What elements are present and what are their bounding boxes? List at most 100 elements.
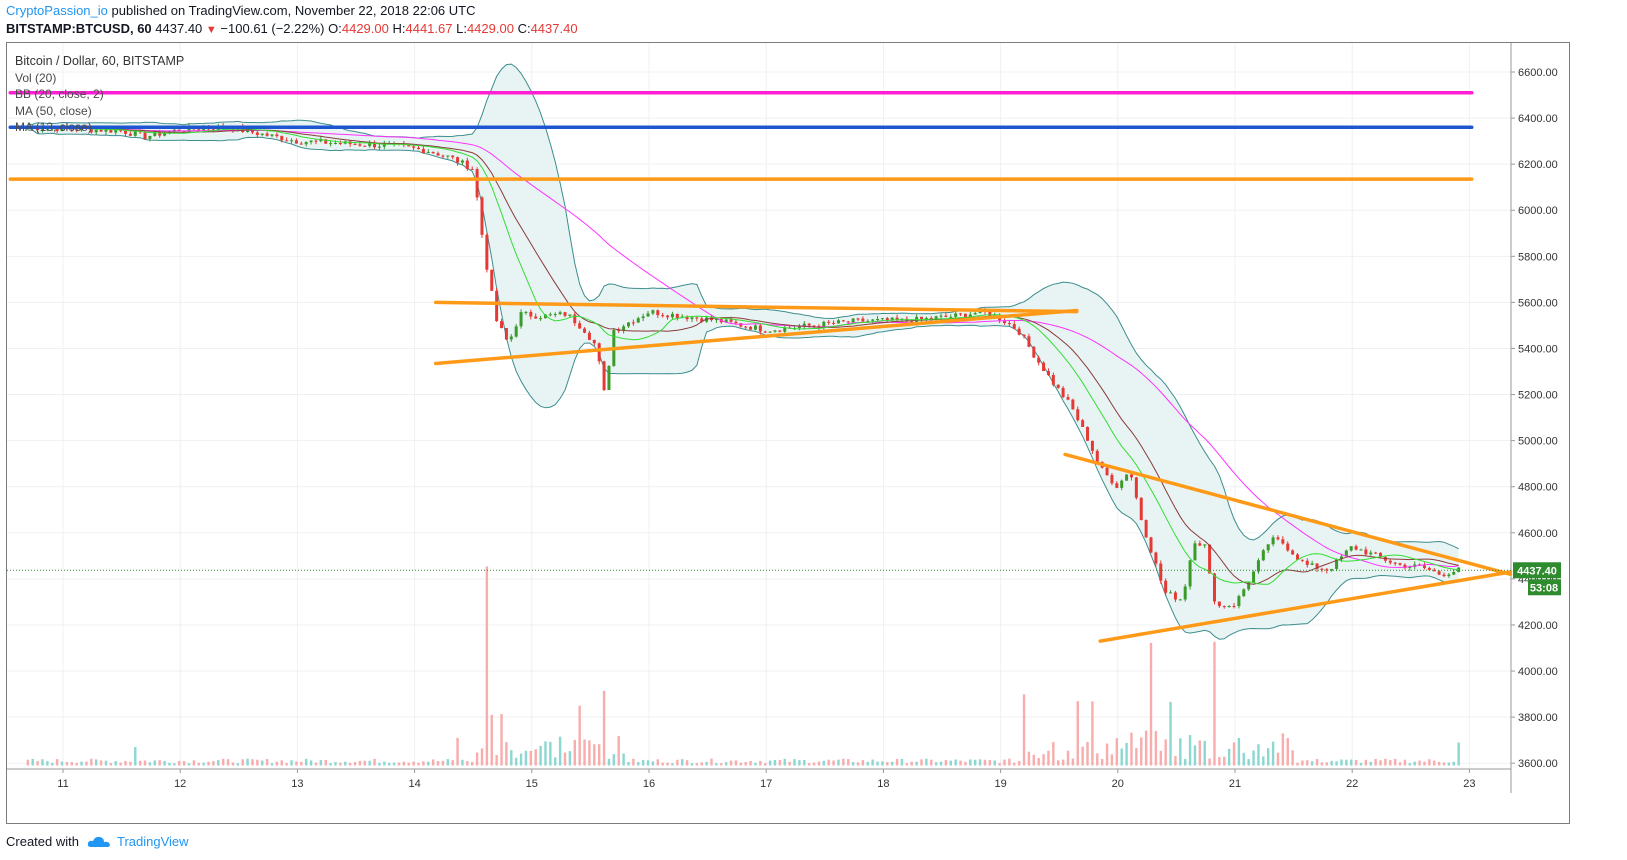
volume-bar — [847, 759, 850, 766]
volume-bar — [402, 761, 406, 766]
volume-bar — [1188, 735, 1192, 766]
candle-body — [1237, 596, 1241, 607]
volume-bar — [55, 759, 59, 766]
candle-body — [1129, 474, 1133, 478]
volume-bar — [1408, 763, 1412, 766]
last-price-tag — [1513, 562, 1561, 579]
volume-bar — [651, 761, 655, 766]
candle-body — [1173, 592, 1177, 600]
volume-bar — [886, 762, 889, 766]
candle-body — [436, 153, 440, 156]
volume-bar — [1428, 759, 1431, 766]
time-axis: 11 12 13 14 15 16 17 18 19 20 21 22 23 — [57, 769, 1476, 790]
author-link[interactable]: CryptoPassion_io — [6, 3, 108, 18]
candle-body — [558, 312, 562, 315]
volume-bar — [998, 763, 1001, 766]
candle-body — [500, 321, 504, 329]
candle-body — [1144, 520, 1148, 538]
candle-body — [55, 128, 59, 131]
candle-body — [744, 326, 748, 328]
volume-bar — [1057, 760, 1060, 766]
volume-bar — [1423, 761, 1426, 766]
candle-body — [412, 146, 416, 148]
volume-bar — [1306, 760, 1309, 766]
candle-body — [128, 133, 132, 136]
volume-bar — [534, 749, 537, 766]
candle-body — [89, 128, 93, 133]
volume-bar — [1398, 762, 1402, 766]
volume-bar — [1359, 762, 1363, 766]
volume-bar — [1140, 737, 1143, 766]
volume-bar — [1296, 762, 1299, 766]
volume-bar — [729, 760, 733, 766]
volume-bar — [1071, 758, 1075, 766]
legend-item-vol[interactable]: Vol (20) — [15, 70, 57, 85]
volume-bar — [1208, 758, 1211, 766]
tradingview-link[interactable]: TradingView — [87, 834, 189, 849]
volume-bar — [60, 761, 64, 766]
candle-body — [1296, 554, 1300, 560]
volume-bar — [36, 761, 39, 766]
candle-body — [431, 152, 435, 154]
legend-item-bb[interactable]: BB (20, close, 2) — [15, 87, 104, 101]
candle-body — [1081, 420, 1085, 427]
volume-bar — [895, 758, 899, 766]
volume-bar — [851, 762, 855, 766]
volume-bar — [724, 762, 728, 766]
candle-body — [929, 317, 933, 320]
volume-bar — [969, 759, 972, 766]
candle-body — [729, 319, 733, 322]
trend-line — [1063, 452, 1513, 577]
volume-bar — [1281, 733, 1285, 766]
cloud-logo-icon — [87, 836, 110, 847]
volume-bar — [187, 763, 191, 766]
candle-body — [1437, 571, 1441, 575]
candle-body — [148, 135, 152, 139]
candle-body — [939, 315, 943, 317]
volume-bar — [993, 760, 996, 766]
candle-body — [319, 139, 323, 142]
volume-bar — [1232, 742, 1236, 766]
candle-body — [373, 143, 377, 148]
candle-body — [280, 136, 284, 141]
candle-body — [446, 155, 450, 157]
legend-item-ma13[interactable]: MA (13, close) — [15, 120, 92, 134]
candle-body — [1183, 586, 1187, 600]
candle-body — [309, 140, 313, 143]
publish-line: CryptoPassion_io published on TradingVie… — [6, 3, 475, 18]
price-tick-label: 4600.00 — [1518, 528, 1558, 540]
created-with-text: Created with — [6, 834, 79, 849]
volume-bar — [988, 760, 992, 766]
volume-bar — [75, 762, 78, 766]
bb-basis-line — [27, 126, 1459, 585]
volume-bar — [861, 760, 865, 766]
time-tick-label: 18 — [877, 778, 889, 790]
candle-body — [1003, 320, 1007, 324]
candle-body — [675, 313, 679, 318]
volume-bar — [134, 747, 137, 766]
volume-bar — [65, 762, 69, 766]
volume-bar — [90, 758, 93, 766]
volume-bar — [1437, 761, 1441, 766]
candle-body — [109, 129, 113, 133]
candle-body — [333, 143, 337, 145]
volume-bar — [153, 760, 157, 766]
volume-bar — [1086, 741, 1089, 766]
candle-body — [797, 326, 801, 329]
candle-body — [758, 325, 762, 332]
volume-bar — [934, 762, 938, 766]
volume-bar — [261, 760, 264, 766]
volume-bar — [270, 763, 274, 766]
chart-legend: Bitcoin / Dollar, 60, BITSTAMP Vol (20) … — [15, 53, 184, 136]
legend-item-ma50[interactable]: MA (50, close) — [15, 103, 92, 118]
volume-bar — [265, 758, 269, 766]
candle-body — [163, 133, 167, 136]
volume-bar — [173, 763, 176, 766]
volume-bar — [422, 761, 425, 766]
candle-body — [539, 318, 543, 320]
volume-bar — [412, 761, 415, 766]
candle-body — [1164, 580, 1168, 593]
volume-bar — [26, 759, 30, 766]
volume-bar — [1213, 641, 1216, 766]
